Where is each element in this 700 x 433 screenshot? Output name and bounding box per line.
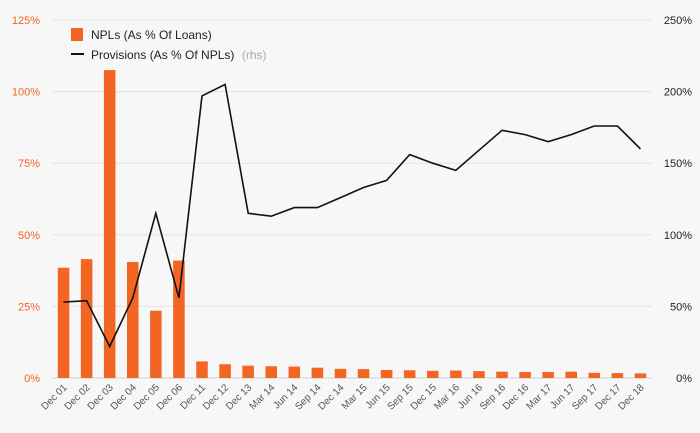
npl-bar <box>519 371 531 378</box>
npl-bar <box>80 259 93 378</box>
npl-bar <box>427 370 439 378</box>
left-tick-label: 25% <box>18 301 40 313</box>
right-tick-label: 50% <box>670 301 692 313</box>
right-tick-label: 150% <box>664 158 692 170</box>
npl-bar <box>496 371 508 378</box>
right-tick-label: 200% <box>664 87 692 99</box>
legend-swatch-npls <box>71 28 83 41</box>
provisions-line <box>63 83 642 349</box>
x-tick-label: Dec 18 <box>616 382 646 412</box>
npl-bar <box>565 371 577 378</box>
npl-bar <box>103 70 116 379</box>
x-tick-label: Dec 06 <box>155 382 185 412</box>
npl-bar <box>357 369 370 378</box>
right-tick-label: 250% <box>664 15 692 27</box>
npl-bar <box>288 366 301 378</box>
right-tick-label: 100% <box>664 230 692 242</box>
x-tick-label: Mar 14 <box>248 382 278 412</box>
npl-bar <box>611 373 624 378</box>
left-tick-label: 125% <box>12 15 40 27</box>
legend-label-npls: NPLs (As % Of Loans) <box>91 28 212 42</box>
gridlines <box>52 19 652 379</box>
npl-bar <box>542 371 554 378</box>
left-tick-label: 100% <box>12 87 40 99</box>
npl-bar <box>196 361 208 378</box>
x-tick-label: Mar 16 <box>432 382 462 412</box>
npl-bar <box>334 368 347 378</box>
npl-bar <box>173 260 185 378</box>
npl-bar <box>634 373 647 378</box>
legend: NPLs (As % Of Loans) Provisions (As % Of… <box>71 28 267 63</box>
left-tick-label: 0% <box>24 373 40 385</box>
left-axis-ticks: 0% 25% 50% 75% 100% 125% <box>12 15 40 385</box>
npl-bar <box>473 371 485 378</box>
left-tick-label: 50% <box>18 230 40 242</box>
npl-bar <box>57 267 70 378</box>
npl-bar <box>127 262 139 378</box>
npl-bars <box>57 70 647 379</box>
npl-bar <box>450 370 462 378</box>
npl-bar <box>380 369 393 378</box>
right-axis-ticks: 0% 50% 100% 150% 200% 250% <box>664 15 692 385</box>
npl-bar <box>150 310 162 378</box>
npl-bar <box>219 364 231 378</box>
npl-bar <box>242 365 254 378</box>
left-tick-label: 75% <box>18 158 40 170</box>
npl-bar <box>311 367 324 378</box>
legend-label-provisions: Provisions (As % Of NPLs) (rhs) <box>91 46 267 63</box>
npl-bar <box>265 366 277 378</box>
right-tick-label: 0% <box>676 373 692 385</box>
npl-bar <box>403 370 416 378</box>
x-tick-label: Mar 17 <box>524 382 554 412</box>
x-tick-label: Mar 15 <box>340 382 370 412</box>
npl-bar <box>588 372 601 378</box>
